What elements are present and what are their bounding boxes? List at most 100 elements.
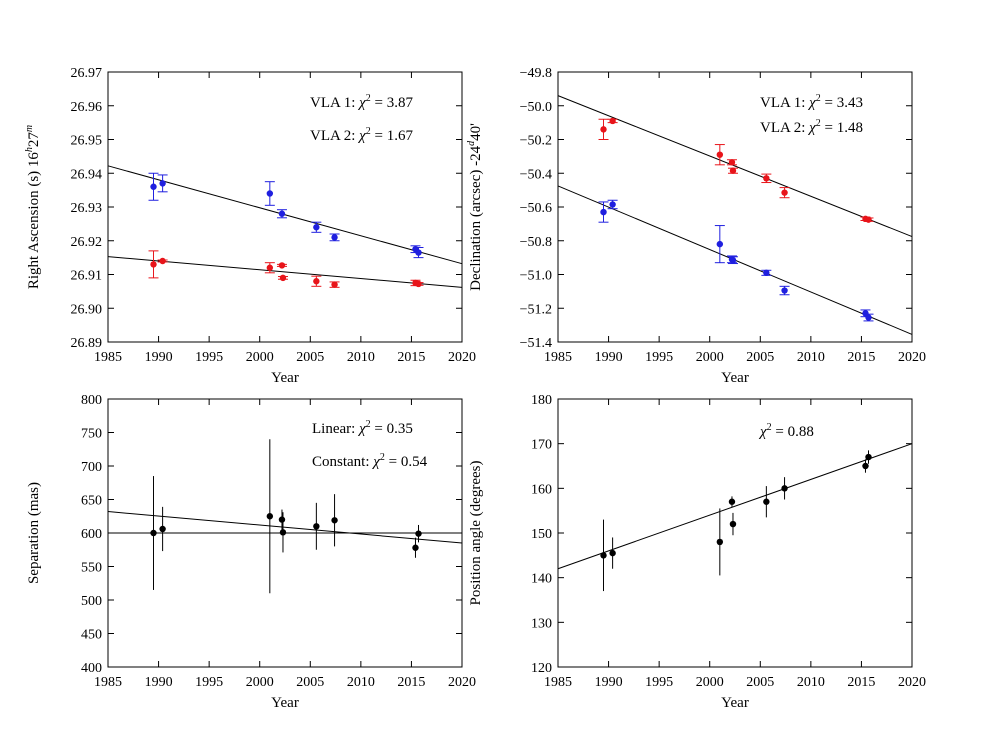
plot-frame (557, 398, 913, 668)
y-tick-label: 650 (81, 494, 102, 509)
x-axis-label: Year (721, 370, 749, 386)
x-tick-label: 1990 (145, 675, 173, 690)
data-point (331, 234, 338, 241)
data-point (716, 538, 724, 546)
annotation-1: VLA 1: χ2 = 3.87 (310, 93, 413, 111)
annotation-2: Constant: χ2 = 0.54 (312, 452, 428, 470)
data-point (763, 175, 770, 182)
y-tick-label: 600 (81, 527, 102, 542)
data-point (266, 190, 274, 197)
y-tick-label: 26.97 (71, 66, 103, 81)
data-point (313, 224, 320, 231)
data-point (266, 513, 274, 520)
data-point (716, 151, 724, 158)
x-tick-label: 1995 (645, 350, 673, 365)
x-tick-label: 2015 (847, 675, 875, 690)
data-point (781, 485, 788, 492)
y-tick-label: −50.4 (520, 167, 552, 182)
x-tick-label: 2020 (898, 675, 926, 690)
y-tick-label: 450 (81, 628, 102, 643)
data-point (159, 525, 166, 533)
y-tick-label: 800 (81, 393, 102, 408)
y-tick-label: −51.4 (520, 336, 552, 351)
x-tick-label: 2000 (246, 675, 274, 690)
chart-3: 1985 1990 1995 2000 2005 2010 2015 2020 400 450 50… (26, 393, 476, 711)
x-tick-label: 2015 (397, 675, 425, 690)
fit-line (557, 443, 913, 570)
y-tick-label: 120 (531, 661, 552, 676)
y-tick-label: −51.0 (520, 269, 552, 284)
data-point (313, 523, 320, 530)
annotation-2: VLA 2: χ2 = 1.67 (310, 126, 413, 144)
x-tick-label: 1990 (595, 350, 623, 365)
y-tick-label: −50.8 (520, 235, 552, 250)
y-tick-label: 26.95 (71, 134, 103, 149)
x-tick-label: 2005 (296, 350, 324, 365)
y-tick-label: 26.89 (71, 336, 103, 351)
x-tick-label: 2005 (296, 675, 324, 690)
annotation-2: VLA 2: χ2 = 1.48 (760, 118, 863, 136)
x-tick-label: 1985 (94, 350, 122, 365)
annotation-1: χ2 = 0.88 (758, 422, 814, 440)
data-point (728, 498, 736, 505)
fit-line (107, 511, 463, 544)
x-tick-label: 2015 (847, 350, 875, 365)
data-point (331, 517, 338, 524)
data-point (609, 201, 616, 208)
x-tick-label: 2010 (797, 675, 825, 690)
chart-2: 1985 1990 1995 2000 2005 2010 2015 2020 −51.4 −51… (466, 66, 926, 386)
data-point (412, 544, 419, 551)
x-tick-label: 1990 (145, 350, 173, 365)
y-tick-label: 130 (531, 616, 552, 631)
x-axis-label: Year (721, 695, 749, 711)
data-point (159, 257, 166, 265)
y-tick-label: 700 (81, 460, 102, 475)
data-point (763, 269, 770, 277)
x-tick-label: 2020 (448, 675, 476, 690)
y-axis-label: Declination (arcsec) -24d40' (466, 123, 484, 291)
y-tick-label: 26.93 (71, 201, 103, 216)
x-tick-label: 2020 (448, 350, 476, 365)
x-axis-label: Year (271, 695, 299, 711)
y-tick-label: 26.96 (71, 100, 103, 115)
x-tick-label: 1985 (544, 350, 572, 365)
x-tick-label: 1995 (195, 350, 223, 365)
x-tick-label: 2020 (898, 350, 926, 365)
y-tick-label: 140 (531, 572, 552, 587)
data-point (331, 281, 338, 288)
data-point (279, 529, 287, 536)
x-tick-label: 1985 (544, 675, 572, 690)
y-tick-label: −50.0 (520, 100, 552, 115)
data-point (415, 530, 422, 537)
y-tick-label: 26.92 (71, 235, 103, 250)
x-tick-label: 1985 (94, 675, 122, 690)
y-tick-label: 500 (81, 594, 102, 609)
y-axis-label: Separation (mas) (26, 482, 42, 584)
data-point (862, 462, 869, 470)
data-point (729, 256, 737, 264)
data-point (781, 287, 788, 294)
data-point (150, 183, 157, 190)
x-tick-label: 2005 (746, 350, 774, 365)
data-point (600, 126, 607, 133)
y-tick-label: −50.2 (520, 134, 552, 149)
x-tick-label: 1995 (645, 675, 673, 690)
data-point (865, 453, 872, 461)
data-point (729, 167, 737, 174)
annotation-1: VLA 1: χ2 = 3.43 (760, 93, 863, 111)
y-tick-label: 550 (81, 561, 102, 576)
data-point (278, 210, 286, 217)
data-point (415, 280, 422, 288)
data-point (278, 262, 286, 269)
x-tick-label: 2000 (246, 350, 274, 365)
x-tick-label: 1990 (595, 675, 623, 690)
y-tick-label: 180 (531, 393, 552, 408)
data-point (716, 240, 724, 248)
annotation-1: Linear: χ2 = 0.35 (312, 419, 413, 437)
x-tick-label: 2010 (347, 350, 375, 365)
data-point (313, 278, 320, 285)
x-tick-label: 2000 (696, 675, 724, 690)
x-tick-label: 2010 (347, 675, 375, 690)
data-point (763, 498, 770, 505)
